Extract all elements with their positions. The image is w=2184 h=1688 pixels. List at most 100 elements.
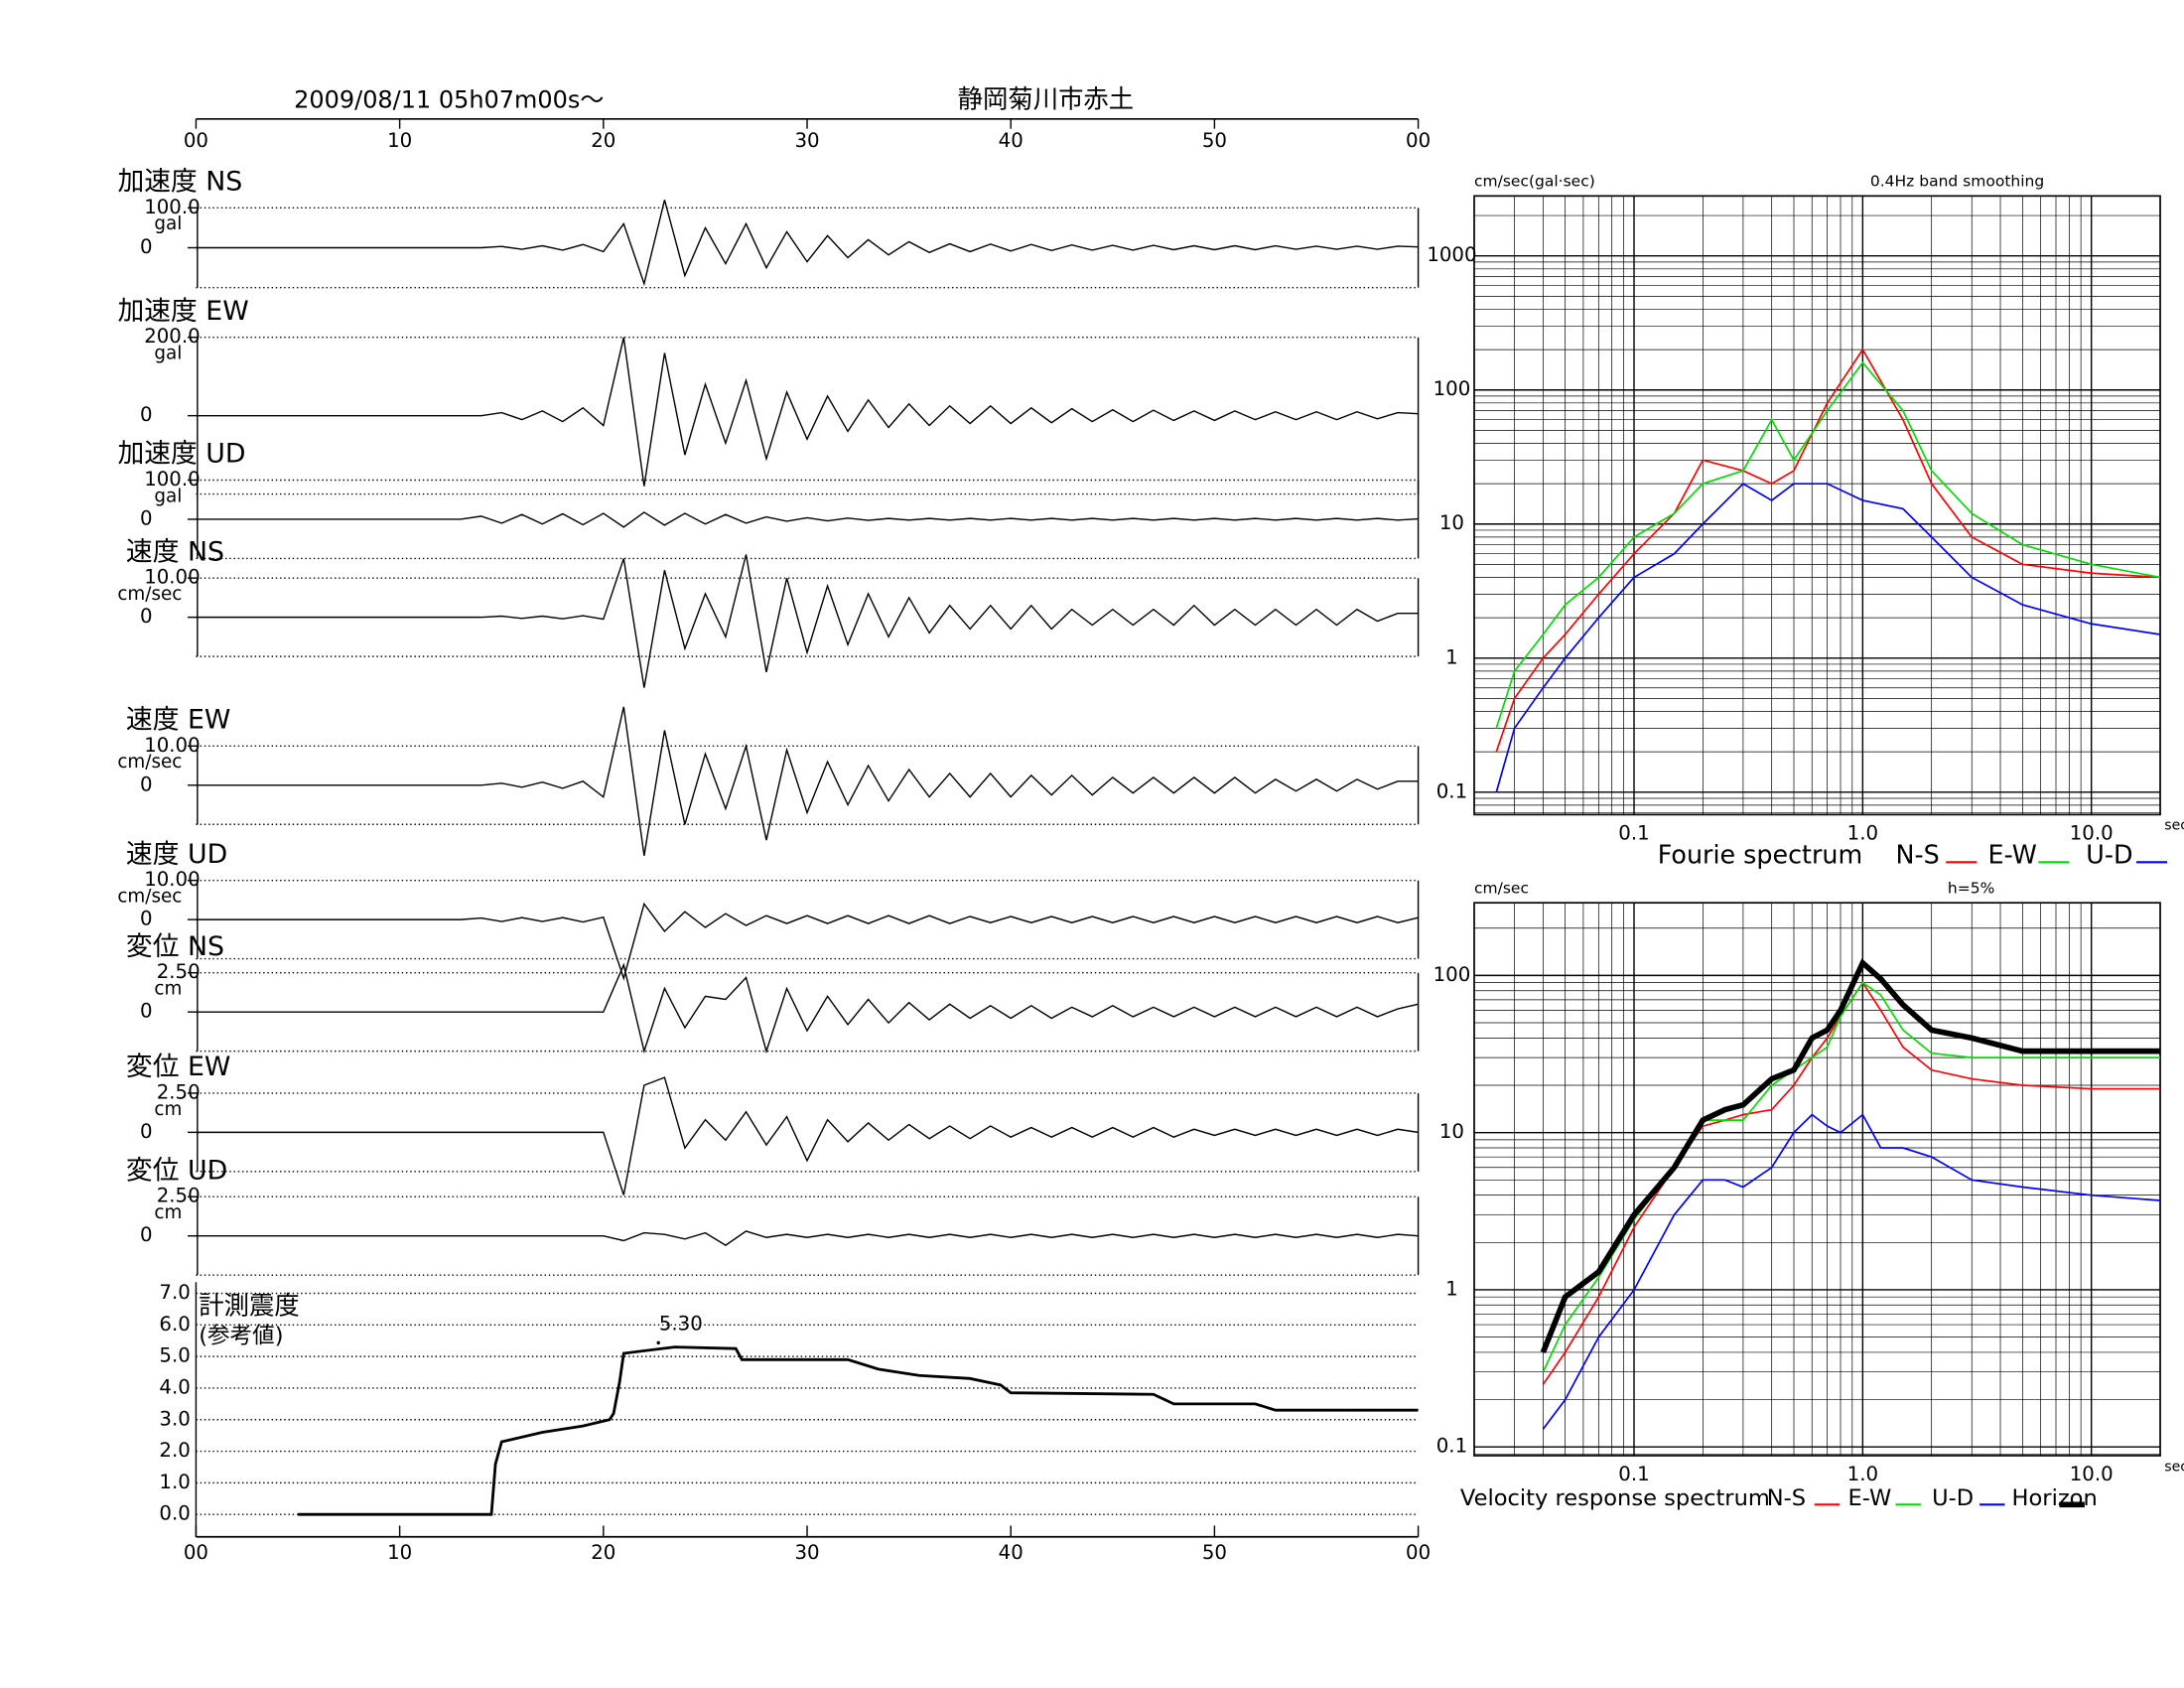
- x-tick-label: 40: [999, 1541, 1024, 1564]
- peak-label: 5.30: [659, 1313, 703, 1336]
- y-tick-label: 0: [140, 1223, 153, 1246]
- intensity-subtitle: (参考値): [199, 1324, 283, 1349]
- y-tick-label: 2.0: [159, 1439, 190, 1462]
- y-tick-label: 0: [140, 403, 153, 426]
- waveform: [196, 337, 1419, 487]
- record-time: 2009/08/11 05h07m00s〜: [294, 85, 604, 113]
- trace-unit: cm: [154, 979, 182, 1000]
- spectrum-line: [1540, 958, 2161, 1354]
- x-axis-unit: sec: [2164, 1459, 2184, 1475]
- waveform: [196, 511, 1419, 528]
- y-tick-label: 0: [140, 773, 153, 795]
- y-tick-label: 0.0: [159, 1502, 190, 1525]
- y-tick-label: 0: [140, 506, 153, 529]
- legend-label: Horizon: [2012, 1485, 2098, 1511]
- spectrum-line: [1495, 360, 2161, 729]
- x-tick-label: 50: [1202, 1541, 1227, 1564]
- waveform: [196, 902, 1419, 981]
- x-tick-label: 10: [387, 129, 412, 152]
- x-tick-label: 50: [1202, 129, 1227, 152]
- y-tick-label: 200.0: [144, 325, 200, 348]
- trace-name: 速度 UD: [126, 839, 227, 870]
- trace-name: 速度 NS: [126, 536, 224, 567]
- x-tick-label: 00: [184, 129, 208, 152]
- y-tick-label: 0.1: [1436, 1435, 1467, 1458]
- trace-unit: cm/sec: [117, 584, 182, 605]
- waveform: [196, 706, 1419, 856]
- x-tick-label: 10: [387, 1541, 412, 1564]
- trace-unit: gal: [154, 344, 182, 364]
- waveform: [196, 200, 1419, 287]
- waveform: [196, 554, 1419, 688]
- chart-title: Fourie spectrum: [1658, 840, 1862, 870]
- trace-name: 加速度 NS: [117, 166, 242, 197]
- y-tick-label: 0.1: [1436, 779, 1467, 802]
- trace-unit: cm/sec: [117, 752, 182, 773]
- trace-name: 変位 UD: [126, 1155, 227, 1186]
- spectrum-line: [1495, 483, 2161, 793]
- y-tick-label: 2.50: [157, 960, 201, 983]
- y-tick-label: 1: [1445, 645, 1458, 668]
- y-tick-label: 100.0: [144, 468, 200, 491]
- legend-label: E-W: [1988, 840, 2037, 870]
- y-tick-label: 7.0: [159, 1281, 190, 1304]
- y-tick-label: 10: [1439, 511, 1464, 534]
- spectrum-line: [1542, 1113, 2161, 1430]
- y-axis-unit: cm/sec: [1474, 880, 1529, 898]
- y-tick-label: 6.0: [159, 1313, 190, 1336]
- trace-unit: cm: [154, 1099, 182, 1120]
- waveform: [196, 962, 1419, 1055]
- y-tick-label: 100: [1433, 963, 1471, 986]
- legend-label: E-W: [1848, 1485, 1892, 1511]
- legend-label: N-S: [1895, 840, 1939, 870]
- legend-label: U-D: [2086, 840, 2132, 870]
- x-tick-label: 1.0: [1847, 1463, 1878, 1485]
- x-tick-label: 0.1: [1618, 1463, 1649, 1485]
- trace-unit: cm/sec: [117, 887, 182, 908]
- x-tick-label: 20: [591, 129, 615, 152]
- intensity-line: [298, 1345, 1419, 1516]
- trace-name: 加速度 UD: [117, 439, 245, 470]
- x-tick-label: 00: [184, 1541, 208, 1564]
- y-tick-label: 5.0: [159, 1344, 190, 1367]
- station-name: 静岡菊川市赤土: [958, 83, 1135, 113]
- plot-note: h=5%: [1948, 880, 1994, 898]
- trace-name: 加速度 EW: [117, 296, 248, 327]
- x-axis-unit: sec: [2164, 818, 2184, 834]
- y-tick-label: 0: [140, 235, 153, 258]
- x-tick-label: 00: [1406, 1541, 1431, 1564]
- y-tick-label: 100: [1433, 377, 1471, 400]
- y-tick-label: 1.0: [159, 1471, 190, 1493]
- trace-name: 変位 EW: [126, 1052, 230, 1082]
- trace-name: 速度 EW: [126, 704, 230, 735]
- y-tick-label: 10: [1439, 1120, 1464, 1143]
- y-tick-label: 10.00: [144, 734, 200, 757]
- y-tick-label: 0: [140, 908, 153, 930]
- peak-marker: [656, 1340, 660, 1345]
- trace-unit: gal: [154, 486, 182, 506]
- x-tick-label: 1.0: [1847, 822, 1878, 845]
- y-tick-label: 0: [140, 1000, 153, 1023]
- trace-unit: gal: [154, 213, 182, 234]
- y-tick-label: 4.0: [159, 1375, 190, 1398]
- x-tick-label: 30: [794, 1541, 819, 1564]
- plot-frame: [1473, 902, 2161, 1457]
- trace-unit: cm: [154, 1202, 182, 1223]
- y-tick-label: 10.00: [144, 868, 200, 891]
- intensity-title: 計測震度: [199, 1291, 299, 1321]
- chart-title: Velocity response spectrum: [1460, 1485, 1770, 1511]
- trace-name: 変位 NS: [126, 931, 224, 962]
- y-tick-label: 3.0: [159, 1407, 190, 1430]
- spectrum-line: [1495, 348, 2161, 753]
- x-tick-label: 40: [999, 129, 1024, 152]
- y-tick-label: 10.00: [144, 566, 200, 589]
- x-tick-label: 0.1: [1618, 822, 1649, 845]
- waveform: [196, 1230, 1419, 1246]
- y-axis-unit: cm/sec(gal·sec): [1474, 173, 1595, 191]
- y-tick-label: 0: [140, 1120, 153, 1143]
- plot-note: 0.4Hz band smoothing: [1870, 173, 2044, 191]
- waveform: [196, 1076, 1419, 1196]
